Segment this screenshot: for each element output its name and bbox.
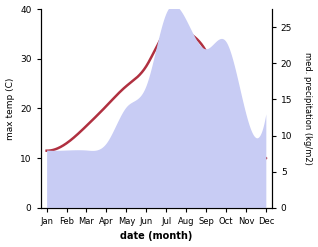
Y-axis label: med. precipitation (kg/m2): med. precipitation (kg/m2) — [303, 52, 313, 165]
X-axis label: date (month): date (month) — [120, 231, 192, 242]
Y-axis label: max temp (C): max temp (C) — [5, 77, 15, 140]
